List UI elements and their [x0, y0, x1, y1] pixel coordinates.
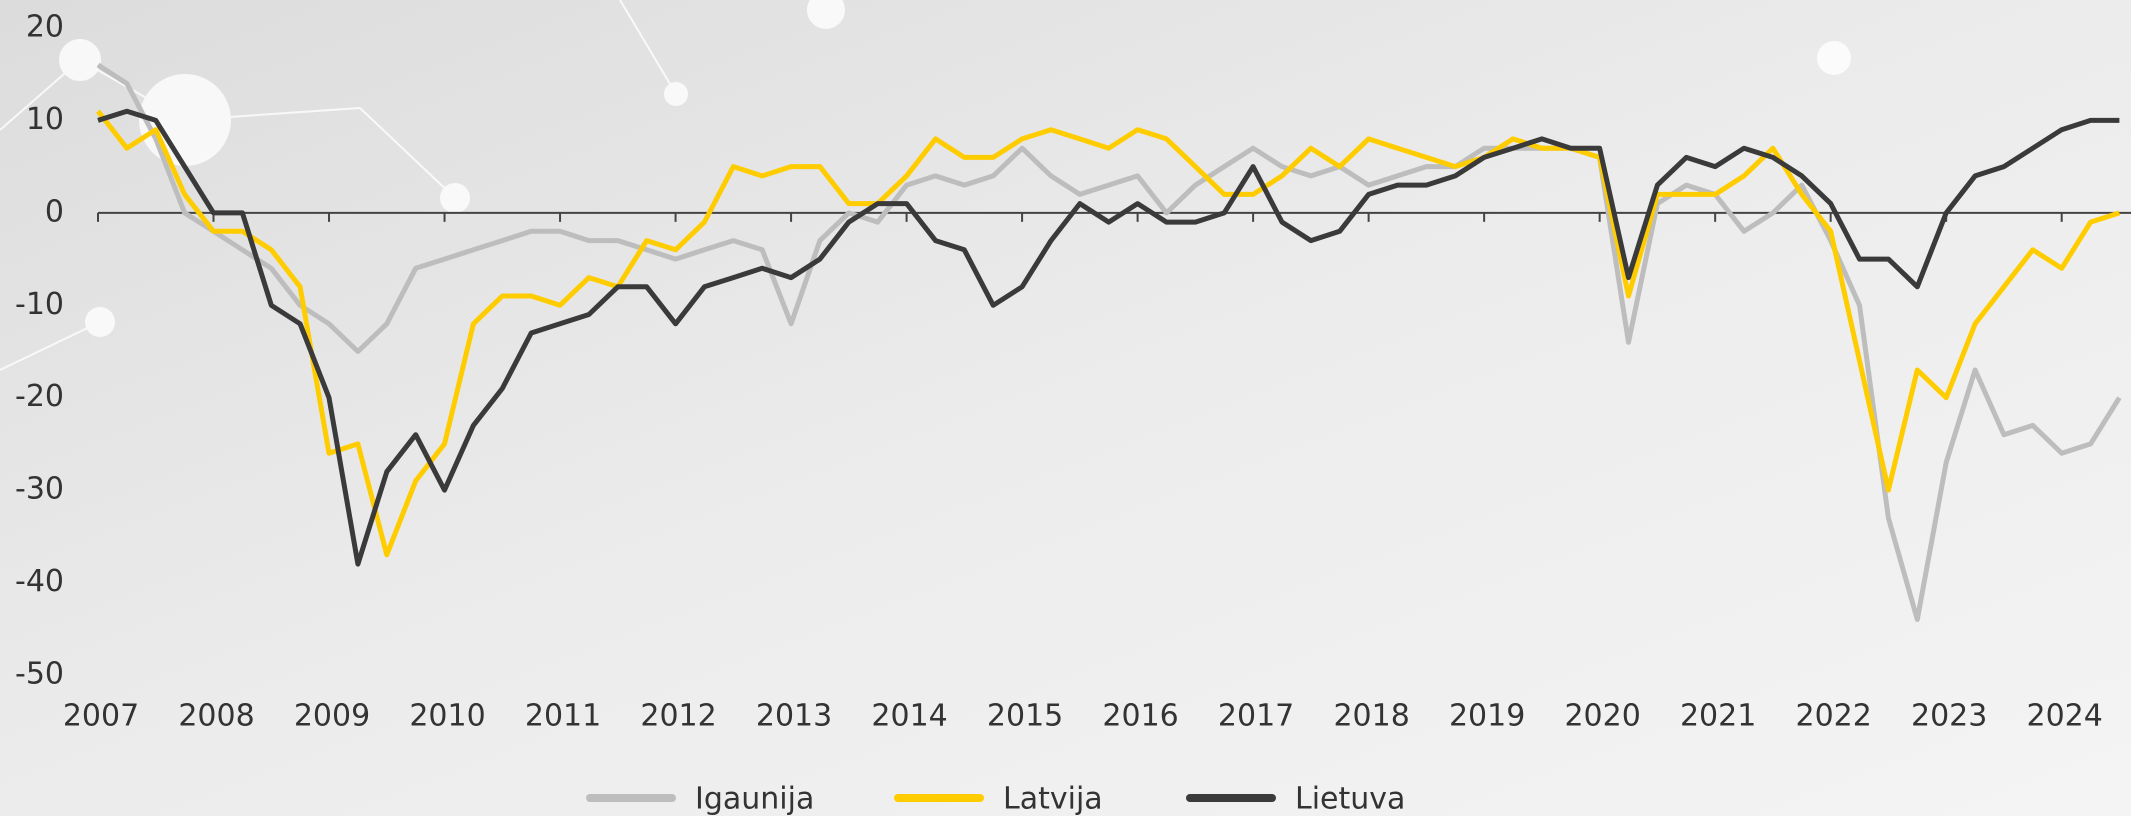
x-tick-label: 2020 [1564, 699, 1640, 734]
y-tick-label: 10 [26, 102, 64, 137]
x-tick-label: 2014 [871, 699, 947, 734]
x-tick-label: 2011 [525, 699, 601, 734]
x-tick-label: 2017 [1218, 699, 1294, 734]
legend-label: Igaunija [695, 782, 814, 816]
x-tick-label: 2015 [987, 699, 1063, 734]
x-tick-label: 2019 [1449, 699, 1525, 734]
x-tick-label: 2009 [294, 699, 370, 734]
x-tick-label: 2007 [63, 699, 139, 734]
x-tick-label: 2016 [1102, 699, 1178, 734]
y-tick-label: -10 [15, 287, 64, 322]
x-tick-label: 2024 [2027, 699, 2103, 734]
legend-label: Latvija [1003, 782, 1103, 816]
legend-label: Lietuva [1295, 782, 1405, 816]
x-tick-label: 2012 [640, 699, 716, 734]
y-tick-label: 20 [26, 10, 64, 45]
x-tick-label: 2008 [178, 699, 254, 734]
x-tick-label: 2018 [1333, 699, 1409, 734]
x-tick-label: 2023 [1911, 699, 1987, 734]
y-tick-label: -40 [15, 564, 64, 599]
y-tick-label: -50 [15, 657, 64, 692]
y-tick-label: 0 [45, 194, 64, 229]
x-tick-label: 2021 [1680, 699, 1756, 734]
x-tick-label: 2013 [756, 699, 832, 734]
x-tick-label: 2022 [1795, 699, 1871, 734]
chart: -50 -40 -30 -20 -10 0 10 20 2007 2008 2009 2010 2011… [0, 0, 2131, 816]
x-tick-label: 2010 [409, 699, 485, 734]
y-tick-label: -20 [15, 379, 64, 414]
y-tick-label: -30 [15, 472, 64, 507]
